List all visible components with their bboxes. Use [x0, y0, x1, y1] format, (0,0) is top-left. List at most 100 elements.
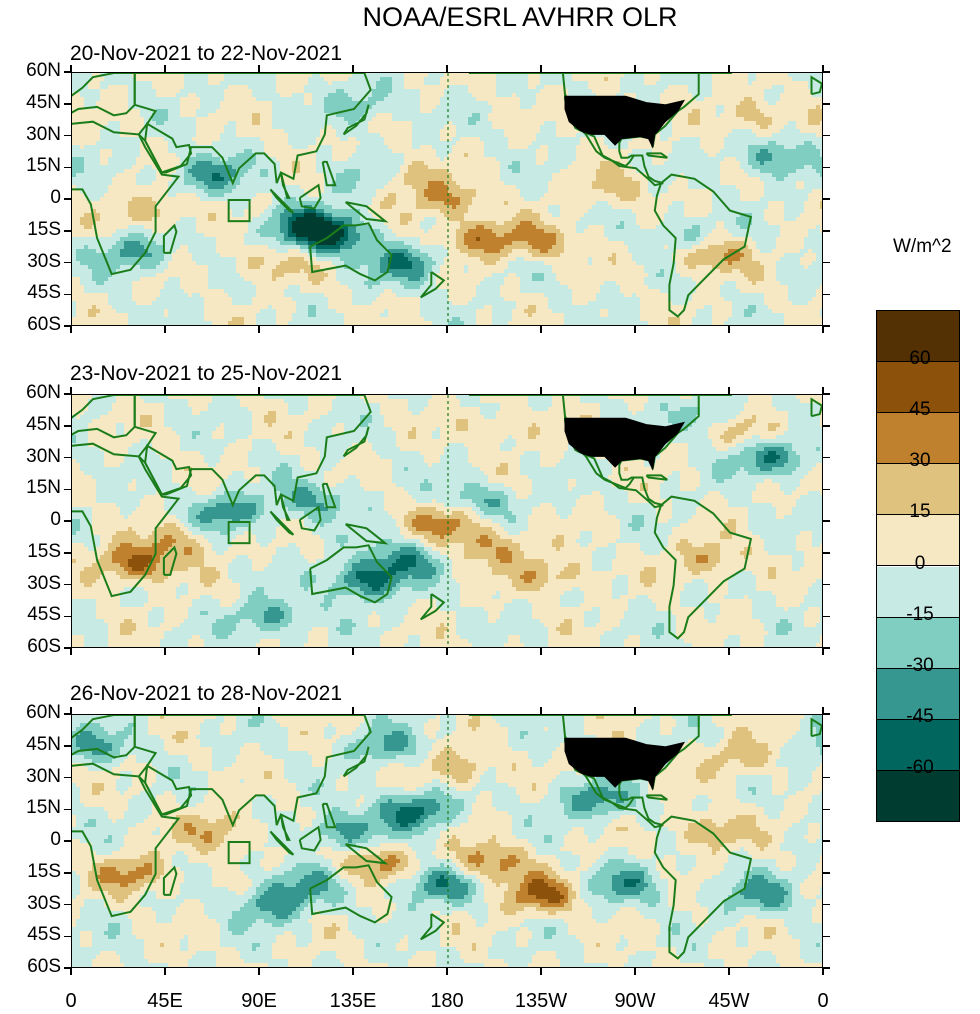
olr-cell — [268, 85, 273, 90]
olr-cell — [336, 89, 341, 94]
olr-cell — [484, 73, 489, 78]
olr-cell — [416, 117, 421, 122]
olr-cell — [720, 161, 725, 166]
olr-cell — [540, 161, 545, 166]
olr-cell — [232, 153, 237, 158]
olr-cell — [240, 173, 245, 178]
olr-cell — [384, 129, 389, 134]
olr-cell — [452, 77, 457, 82]
olr-cell — [692, 137, 697, 142]
olr-cell — [212, 109, 217, 114]
olr-cell — [492, 97, 497, 102]
olr-cell — [664, 145, 669, 150]
olr-cell — [712, 157, 717, 162]
olr-cell — [652, 169, 657, 174]
olr-cell — [596, 169, 601, 174]
olr-cell — [684, 145, 689, 150]
olr-cell — [672, 85, 677, 90]
olr-cell — [776, 97, 781, 102]
olr-cell — [268, 73, 273, 78]
olr-cell — [460, 109, 465, 114]
olr-cell — [564, 121, 569, 126]
olr-cell — [484, 157, 489, 162]
olr-cell — [816, 121, 821, 126]
olr-cell — [480, 137, 485, 142]
olr-cell — [732, 137, 737, 142]
olr-cell — [800, 101, 805, 106]
olr-cell — [288, 81, 293, 86]
olr-cell — [172, 113, 177, 118]
olr-cell — [768, 73, 773, 78]
olr-cell — [568, 137, 573, 142]
olr-cell — [708, 89, 713, 94]
olr-cell — [528, 97, 533, 102]
olr-cell — [396, 153, 401, 158]
olr-cell — [392, 177, 397, 182]
olr-cell — [556, 169, 561, 174]
olr-cell — [240, 109, 245, 114]
olr-cell — [568, 133, 573, 138]
olr-cell — [580, 93, 585, 98]
olr-cell — [556, 145, 561, 150]
olr-cell — [592, 73, 597, 78]
olr-cell — [488, 85, 493, 90]
olr-cell — [548, 141, 553, 146]
olr-cell — [308, 157, 313, 162]
olr-cell — [200, 153, 205, 158]
olr-cell — [364, 173, 369, 178]
olr-cell — [692, 141, 697, 146]
olr-cell — [328, 149, 333, 154]
olr-cell — [92, 97, 97, 102]
olr-cell — [632, 145, 637, 150]
olr-cell — [136, 117, 141, 122]
olr-cell — [808, 141, 813, 146]
olr-cell — [388, 153, 393, 158]
olr-cell — [88, 125, 93, 130]
olr-cell — [420, 165, 425, 170]
olr-cell — [816, 101, 821, 106]
olr-cell — [504, 129, 509, 134]
olr-cell — [580, 165, 585, 170]
olr-cell — [396, 125, 401, 130]
olr-cell — [120, 77, 125, 82]
olr-cell — [804, 133, 809, 138]
olr-cell — [228, 101, 233, 106]
olr-cell — [216, 165, 221, 170]
olr-cell — [756, 85, 761, 90]
olr-cell — [656, 97, 661, 102]
olr-cell — [816, 85, 821, 90]
olr-cell — [400, 141, 405, 146]
olr-cell — [724, 105, 729, 110]
olr-cell — [304, 113, 309, 118]
olr-cell — [108, 77, 113, 82]
olr-cell — [120, 169, 125, 174]
olr-cell — [600, 173, 605, 178]
olr-cell — [324, 153, 329, 158]
olr-cell — [400, 161, 405, 166]
olr-cell — [340, 93, 345, 98]
olr-cell — [296, 77, 301, 82]
olr-cell — [340, 161, 345, 166]
olr-cell — [764, 121, 769, 126]
olr-cell — [128, 117, 133, 122]
olr-cell — [112, 93, 117, 98]
olr-cell — [620, 149, 625, 154]
olr-cell — [556, 165, 561, 170]
olr-cell — [460, 165, 465, 170]
olr-cell — [732, 97, 737, 102]
olr-cell — [356, 85, 361, 90]
olr-cell — [776, 149, 781, 154]
olr-cell — [296, 149, 301, 154]
olr-cell — [644, 165, 649, 170]
olr-cell — [276, 169, 281, 174]
olr-cell — [344, 153, 349, 158]
olr-cell — [256, 161, 261, 166]
olr-cell — [688, 133, 693, 138]
olr-cell — [312, 93, 317, 98]
olr-cell — [480, 133, 485, 138]
olr-cell — [196, 89, 201, 94]
olr-cell — [120, 129, 125, 134]
olr-cell — [336, 109, 341, 114]
olr-cell — [376, 169, 381, 174]
olr-cell — [644, 145, 649, 150]
